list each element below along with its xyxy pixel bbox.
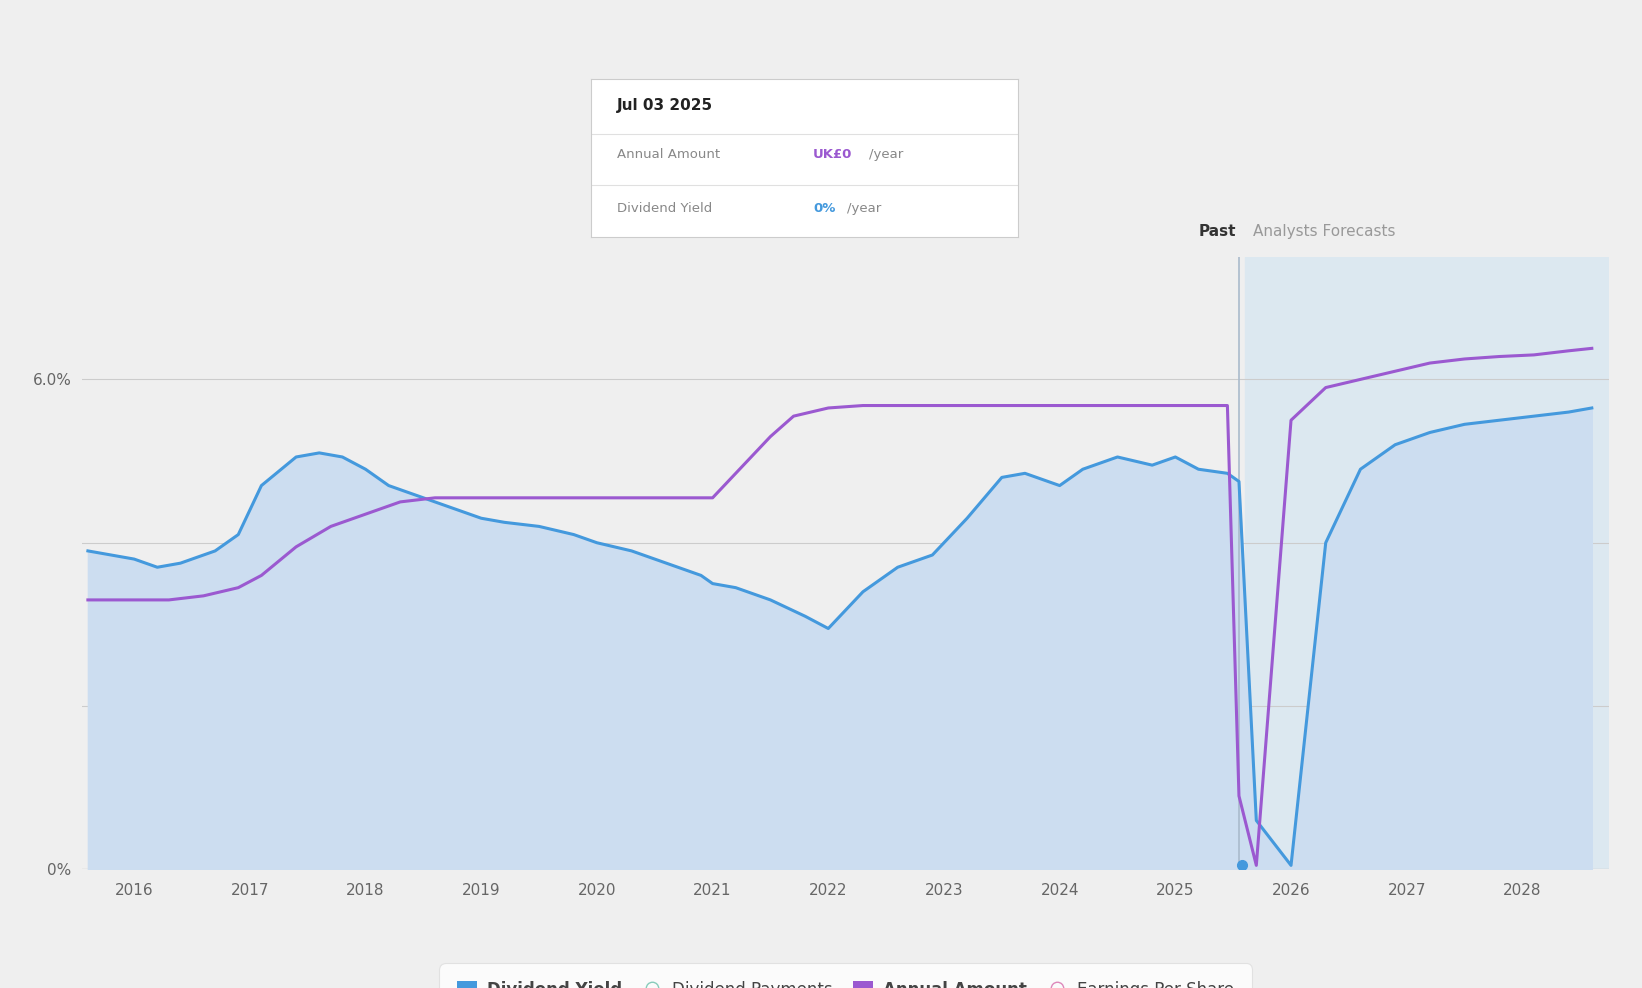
Text: Annual Amount: Annual Amount (617, 148, 719, 161)
Text: Past: Past (1199, 224, 1236, 239)
Text: Analysts Forecasts: Analysts Forecasts (1253, 224, 1396, 239)
Text: UK£0: UK£0 (813, 148, 852, 161)
Text: /year: /year (869, 148, 903, 161)
Text: Jul 03 2025: Jul 03 2025 (617, 98, 713, 113)
Text: 0%: 0% (813, 203, 836, 215)
Legend: Dividend Yield, Dividend Payments, Annual Amount, Earnings Per Share: Dividend Yield, Dividend Payments, Annua… (445, 969, 1246, 988)
Bar (1245, 257, 1609, 869)
Text: Dividend Yield: Dividend Yield (617, 203, 713, 215)
Text: /year: /year (847, 203, 882, 215)
